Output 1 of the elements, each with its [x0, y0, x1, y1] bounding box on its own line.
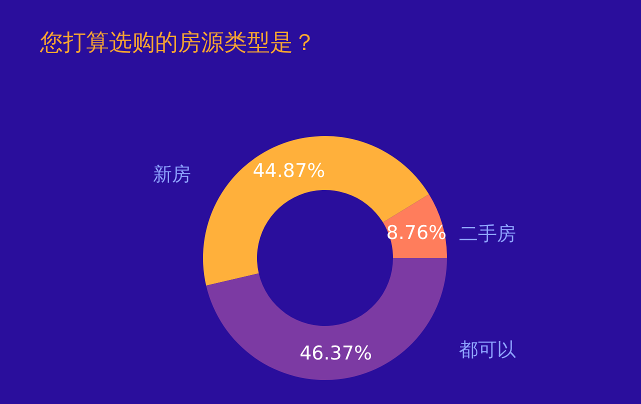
title: 您打算选购的房源类型是？: [40, 30, 316, 56]
